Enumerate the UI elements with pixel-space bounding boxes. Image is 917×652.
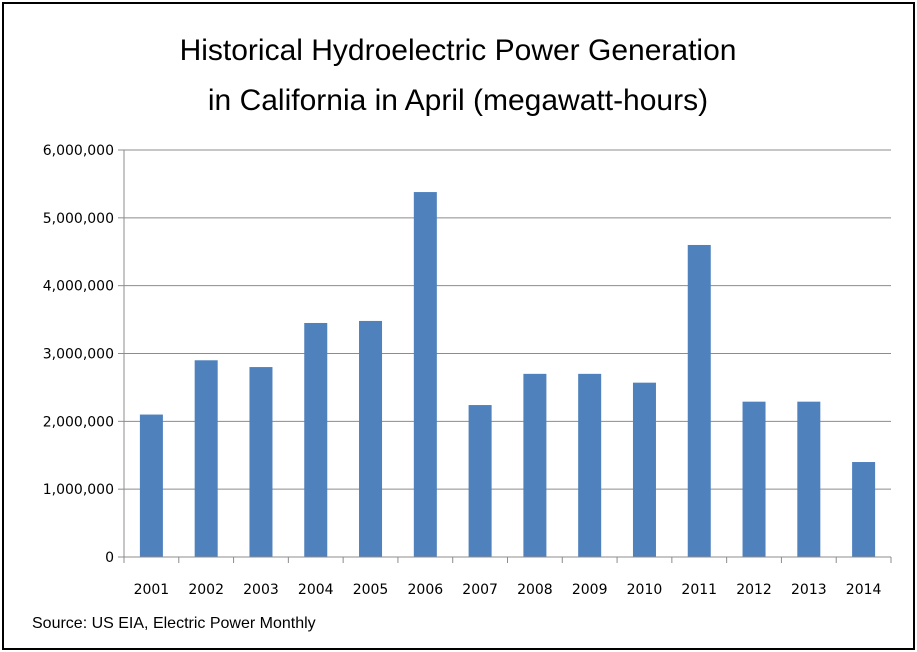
- y-tick-label: 0: [105, 550, 114, 566]
- x-tick-label: 2009: [572, 582, 608, 598]
- y-tick-label: 5,000,000: [43, 211, 114, 227]
- bar-2013: [797, 401, 821, 557]
- x-tick-label: 2008: [517, 582, 553, 598]
- x-tick-label: 2013: [791, 582, 827, 598]
- y-tick-label: 1,000,000: [43, 482, 114, 498]
- x-tick-label: 2003: [243, 582, 279, 598]
- gridlines: [124, 149, 891, 490]
- y-tick-label: 4,000,000: [43, 279, 114, 295]
- x-tick-label: 2001: [134, 582, 170, 598]
- bar-2011: [687, 244, 711, 557]
- x-tick-label: 2005: [353, 582, 389, 598]
- x-tick-label: 2014: [846, 582, 882, 598]
- bar-2002: [194, 360, 218, 557]
- chart-title-line-2: in California in April (megawatt-hours): [208, 84, 708, 117]
- bar-2009: [578, 373, 602, 557]
- x-tick-label: 2012: [736, 582, 772, 598]
- bar-2005: [359, 320, 383, 557]
- y-tick-label: 6,000,000: [43, 143, 114, 159]
- bar-series: [139, 192, 876, 557]
- x-tick-label: 2010: [627, 582, 663, 598]
- bar-2001: [139, 414, 163, 557]
- x-tick-label: 2004: [298, 582, 334, 598]
- x-tick-label: 2011: [681, 582, 717, 598]
- bar-2010: [632, 382, 656, 557]
- bar-2012: [742, 401, 766, 557]
- bar-2003: [249, 367, 273, 557]
- y-tick-label: 3,000,000: [43, 347, 114, 363]
- bar-2004: [304, 322, 328, 557]
- y-tick-label: 2,000,000: [43, 414, 114, 430]
- x-tick-label: 2007: [462, 582, 498, 598]
- y-axis-ticks: 0 1,000,000 2,000,000 3,000,000 4,000,000 5,0…: [43, 143, 124, 566]
- bar-2007: [468, 405, 492, 557]
- x-tick-label: 2002: [188, 582, 224, 598]
- bar-2006: [413, 192, 437, 557]
- source-note: Source: US EIA, Electric Power Monthly: [32, 615, 316, 632]
- x-tick-label: 2006: [408, 582, 444, 598]
- x-axis-ticks: 2001 2002 2003 2004 2005 2006 2007 2008 2009 2010…: [123, 557, 892, 598]
- bar-2008: [523, 373, 547, 557]
- chart-title-line-1: Historical Hydroelectric Power Generatio…: [180, 34, 737, 67]
- bar-2014: [852, 462, 876, 557]
